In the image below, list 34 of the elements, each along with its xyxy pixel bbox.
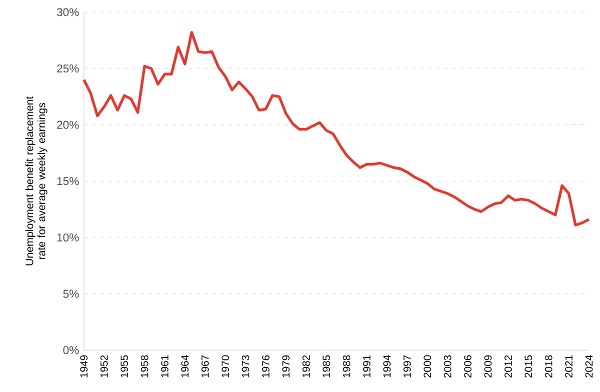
x-tick-label: 1997	[403, 355, 411, 378]
x-tick-label: 2021	[565, 355, 572, 378]
x-tick-label: 2012	[504, 355, 512, 378]
x-tick-label: 1976	[262, 355, 270, 378]
y-tick-label: 15%	[57, 177, 79, 185]
x-tick-label: 1994	[383, 355, 391, 378]
x-tick-label: 1991	[363, 355, 370, 378]
y-tick-label: 10%	[57, 233, 79, 242]
x-tick-label: 1970	[222, 355, 230, 378]
x-tick-label: 2000	[424, 355, 432, 378]
x-tick-label: 1961	[161, 355, 168, 378]
y-tick-label: 20%	[57, 120, 79, 129]
x-tick-label: 1955	[120, 355, 128, 378]
x-tick-label: 1979	[282, 355, 290, 378]
y-tick-label: 25%	[57, 64, 79, 72]
x-tick-label: 2003	[444, 355, 452, 378]
x-tick-label: 2009	[484, 355, 492, 378]
x-tick-label: 1964	[181, 355, 189, 378]
x-tick-label: 2006	[464, 355, 472, 378]
x-tick-label: 2024	[585, 355, 593, 378]
x-tick-label: 1949	[80, 355, 88, 378]
x-tick-label: 1988	[342, 355, 350, 378]
y-tick-label: 0%	[63, 346, 79, 354]
y-axis-title: Unemployment benefit replacement rate for average weekly earnings	[25, 96, 48, 266]
x-tick-label: 1973	[242, 355, 250, 378]
y-tick-label: 30%	[56, 8, 79, 16]
y-tick-label: 5%	[63, 290, 79, 298]
x-tick-label: 1952	[100, 355, 108, 378]
x-tick-label: 2015	[524, 355, 532, 378]
x-tick-label: 2018	[544, 355, 552, 378]
x-tick-label: 1967	[201, 355, 209, 378]
x-tick-label: 1982	[302, 355, 310, 378]
x-tick-label: 1958	[140, 355, 148, 378]
x-tick-label: 1985	[322, 355, 330, 378]
